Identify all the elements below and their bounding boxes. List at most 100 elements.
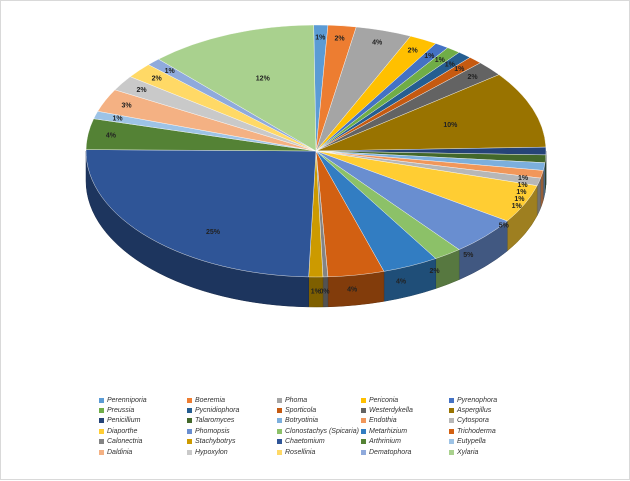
legend-swatch [99,398,104,403]
legend-item-phomopsis: Phomopsis [187,426,230,436]
legend-swatch [277,450,282,455]
data-label-phoma: 4% [372,40,383,47]
legend-swatch [99,429,104,434]
legend-label: Calonectria [107,438,142,445]
legend-label: Dematophora [369,449,411,456]
legend-label: Botryotinia [285,417,318,424]
legend-swatch [187,450,192,455]
legend-item-xylaria: Xylaria [449,447,478,457]
data-label-arthrinium: 4% [106,133,117,140]
legend-swatch [187,398,192,403]
legend-swatch [361,450,366,455]
legend-label: Rosellinia [285,449,315,456]
legend-swatch [449,408,454,413]
legend-swatch [449,429,454,434]
legend-item-phoma: Phoma [277,395,307,405]
legend-item-chaetomium: Chaetomium [277,437,325,447]
legend-swatch [449,398,454,403]
data-label-cytospora: 1% [512,203,523,210]
legend-swatch [449,450,454,455]
legend-label: Aspergillus [457,407,491,414]
legend-swatch [99,418,104,423]
legend-label: Daldinia [107,449,132,456]
legend-label: Arthrinium [369,438,401,445]
legend-item-hypoxylon: Hypoxylon [187,447,228,457]
legend-item-sporticola: Sporticola [277,405,316,415]
legend-swatch [99,450,104,455]
legend-label: Pycnidiophora [195,407,239,414]
legend-label: Chaetomium [285,438,325,445]
data-label-penicillium: 1% [518,175,529,182]
legend-item-eutypella: Eutypella [449,437,486,447]
legend-label: Xylaria [457,449,478,456]
legend: Perenniporia Boeremia Phoma Periconia Pyreno… [99,395,529,459]
legend-item-pyrenophora: Pyrenophora [449,395,497,405]
legend-swatch [361,398,366,403]
legend-swatch [449,439,454,444]
legend-label: Cytospora [457,417,489,424]
legend-label: Pyrenophora [457,397,497,404]
data-label-chaetomium: 25% [206,229,221,236]
legend-swatch [449,418,454,423]
data-label-boeremia: 2% [334,35,345,42]
legend-swatch [361,418,366,423]
legend-swatch [361,429,366,434]
data-label-calonectria: 0% [319,288,330,295]
legend-label: Eutypella [457,438,486,445]
legend-label: Talaromyces [195,417,234,424]
legend-item-trichoderma: Trichoderma [449,426,496,436]
legend-item-rosellinia: Rosellinia [277,447,315,457]
legend-label: Boeremia [195,397,225,404]
legend-label: Stachybotrys [195,438,235,445]
legend-item-dematophora: Dematophora [361,447,411,457]
legend-swatch [99,408,104,413]
pie-top-slices [86,25,546,277]
legend-item-boeremia: Boeremia [187,395,225,405]
legend-label: Penicillium [107,417,140,424]
legend-item-perenniporia: Perenniporia [99,395,147,405]
legend-label: Trichoderma [457,428,496,435]
data-label-rosellinia: 2% [152,76,163,83]
pie-slice-chaetomium [86,150,316,277]
legend-label: Westerdykella [369,407,413,414]
data-label-stachybotrys: 1% [311,288,322,295]
legend-item-botryotinia: Botryotinia [277,416,318,426]
legend-item-calonectria: Calonectria [99,437,142,447]
data-label-xylaria: 12% [256,76,271,83]
legend-item-talaromyces: Talaromyces [187,416,234,426]
legend-swatch [277,418,282,423]
legend-item-arthrinium: Arthrinium [361,437,401,447]
legend-item-penicillium: Penicillium [99,416,140,426]
data-label-eutypella: 1% [113,116,124,123]
legend-label: Phomopsis [195,428,230,435]
data-label-daldinia: 3% [121,102,132,109]
data-label-diaporthe: 5% [499,223,510,230]
legend-item-daldinia: Daldinia [99,447,132,457]
legend-item-endothia: Endothia [361,416,397,426]
data-label-westerdykella: 2% [468,74,479,81]
legend-swatch [361,408,366,413]
legend-item-stachybotrys: Stachybotrys [187,437,235,447]
legend-item-westerdykella: Westerdykella [361,405,413,415]
data-label-aspergillus: 10% [443,122,458,129]
legend-label: Metarhizium [369,428,407,435]
data-label-sporticola: 1% [454,66,465,73]
legend-swatch [277,429,282,434]
data-label-botryotinia: 1% [516,189,527,196]
legend-item-diaporthe: Diaporthe [99,426,137,436]
data-label-phomopsis: 5% [463,252,474,259]
legend-item-aspergillus: Aspergillus [449,405,491,415]
legend-label: Endothia [369,417,397,424]
legend-label: Clonostachys (Spicaria) [285,428,359,435]
legend-swatch [361,439,366,444]
legend-label: Sporticola [285,407,316,414]
data-label-hypoxylon: 2% [137,87,148,94]
legend-swatch [187,439,192,444]
data-label-periconia: 2% [408,48,419,55]
data-label-metarhizium: 4% [396,278,407,285]
legend-label: Periconia [369,397,398,404]
legend-label: Phoma [285,397,307,404]
data-label-clonostachys-spicaria: 2% [429,268,440,275]
legend-swatch [99,439,104,444]
